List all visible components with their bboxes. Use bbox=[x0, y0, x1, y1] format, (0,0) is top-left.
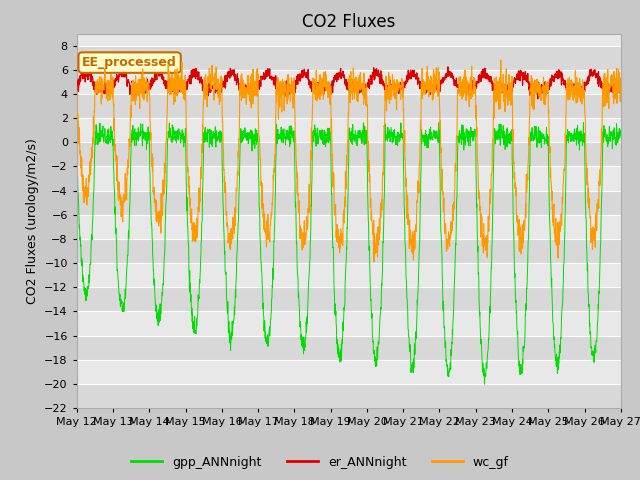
Bar bbox=[77, 191, 621, 215]
Bar bbox=[77, 336, 621, 360]
Bar bbox=[77, 118, 621, 142]
Y-axis label: CO2 Fluxes (urology/m2/s): CO2 Fluxes (urology/m2/s) bbox=[26, 138, 38, 304]
Bar bbox=[77, 263, 621, 287]
Title: CO2 Fluxes: CO2 Fluxes bbox=[302, 12, 396, 31]
Bar bbox=[77, 94, 621, 118]
Bar bbox=[77, 70, 621, 94]
Legend: gpp_ANNnight, er_ANNnight, wc_gf: gpp_ANNnight, er_ANNnight, wc_gf bbox=[126, 451, 514, 474]
Bar bbox=[77, 46, 621, 70]
Bar bbox=[77, 167, 621, 191]
Bar bbox=[77, 215, 621, 239]
Bar bbox=[77, 312, 621, 336]
Text: EE_processed: EE_processed bbox=[82, 56, 177, 69]
Bar bbox=[77, 142, 621, 167]
Bar bbox=[77, 360, 621, 384]
Bar bbox=[77, 384, 621, 408]
Bar bbox=[77, 287, 621, 312]
Bar bbox=[77, 239, 621, 263]
